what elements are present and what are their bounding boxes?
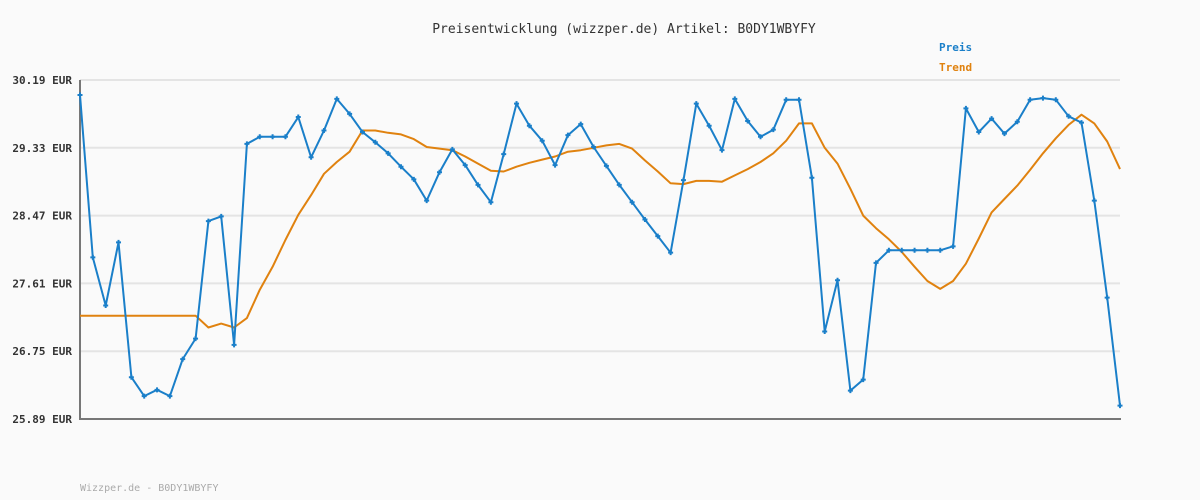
data-point <box>295 114 301 120</box>
data-point <box>437 169 443 175</box>
data-point <box>822 328 828 334</box>
data-point <box>680 177 686 183</box>
data-point <box>334 96 340 102</box>
data-point <box>321 127 327 133</box>
data-point <box>616 182 622 188</box>
data-point <box>116 239 122 245</box>
data-point <box>937 247 943 253</box>
legend-trend: Trend <box>939 61 972 74</box>
data-point <box>372 139 378 145</box>
data-point <box>886 247 892 253</box>
data-point <box>205 218 211 224</box>
data-point <box>154 387 160 393</box>
data-point <box>1014 119 1020 125</box>
data-point <box>565 132 571 138</box>
data-point <box>1053 97 1059 103</box>
data-point <box>1027 97 1033 103</box>
data-point <box>244 141 250 147</box>
data-point <box>603 163 609 169</box>
data-point <box>770 127 776 133</box>
data-point <box>860 377 866 383</box>
data-point <box>1104 295 1110 301</box>
legend-preis: Preis <box>939 41 972 54</box>
series-line-trend <box>80 113 1121 329</box>
data-point <box>398 164 404 170</box>
data-point <box>1091 198 1097 204</box>
data-point <box>552 162 558 168</box>
data-point <box>526 123 532 129</box>
data-point <box>899 247 905 253</box>
data-point <box>732 96 738 102</box>
data-point <box>578 121 584 127</box>
data-point <box>103 302 109 308</box>
data-point <box>629 199 635 205</box>
data-point <box>539 138 545 144</box>
data-point <box>167 393 173 399</box>
data-point <box>796 97 802 103</box>
data-point <box>514 101 520 107</box>
data-point <box>1066 113 1072 119</box>
chart-title: Preisentwicklung (wizzper.de) Artikel: B… <box>432 22 816 37</box>
data-point <box>745 118 751 124</box>
y-tick-label: 27.61 EUR <box>12 277 72 290</box>
data-point <box>642 217 648 223</box>
data-point <box>308 154 314 160</box>
data-point <box>847 388 853 394</box>
data-point <box>706 123 712 129</box>
data-point <box>385 150 391 156</box>
data-point <box>873 260 879 266</box>
data-point <box>989 116 995 122</box>
data-point <box>218 213 224 219</box>
data-point <box>783 97 789 103</box>
data-point <box>668 250 674 256</box>
data-point <box>141 393 147 399</box>
data-point <box>475 182 481 188</box>
data-point <box>270 134 276 140</box>
data-point <box>231 342 237 348</box>
data-point <box>1078 120 1084 126</box>
data-point <box>1117 403 1123 409</box>
data-point <box>1040 95 1046 101</box>
y-tick-label: 29.33 EUR <box>12 142 72 155</box>
data-point <box>424 198 430 204</box>
data-point <box>719 147 725 153</box>
data-point <box>462 162 468 168</box>
y-tick-label: 28.47 EUR <box>12 210 72 223</box>
data-point <box>347 111 353 117</box>
data-point <box>282 134 288 140</box>
data-point <box>128 374 134 380</box>
data-point <box>90 254 96 260</box>
data-point <box>976 129 982 135</box>
data-point <box>835 277 841 283</box>
data-point <box>488 199 494 205</box>
data-point <box>693 101 699 107</box>
data-point <box>963 105 969 111</box>
data-point <box>180 356 186 362</box>
y-tick-label: 25.89 EUR <box>12 413 72 426</box>
data-point <box>257 134 263 140</box>
data-point <box>912 247 918 253</box>
data-point <box>449 146 455 152</box>
data-point <box>950 243 956 249</box>
data-point <box>359 129 365 135</box>
data-point <box>411 176 417 182</box>
data-point <box>193 336 199 342</box>
data-point <box>1001 131 1007 137</box>
data-point <box>77 92 83 98</box>
data-point <box>591 144 597 150</box>
series-line-preis <box>79 94 1121 406</box>
data-point <box>809 175 815 181</box>
data-point <box>924 247 930 253</box>
y-tick-label: 26.75 EUR <box>12 345 72 358</box>
data-point <box>757 134 763 140</box>
data-point <box>501 151 507 157</box>
y-tick-label: 30.19 EUR <box>12 74 72 87</box>
footer-text: Wizzper.de - B0DY1WBYFY <box>80 483 218 494</box>
data-point <box>655 233 661 239</box>
